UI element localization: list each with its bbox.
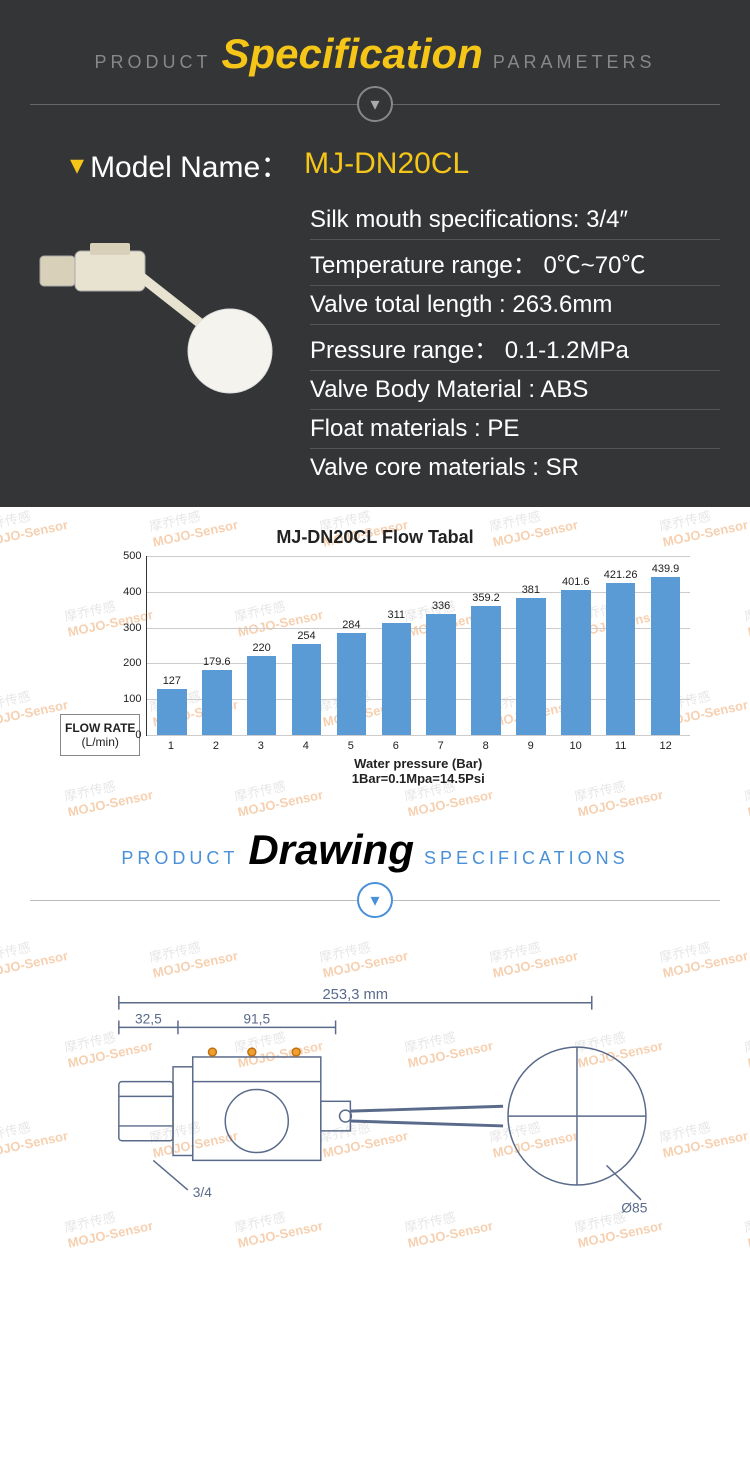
- spec-item: Temperature range： 0℃~70℃: [310, 240, 720, 286]
- spec-item: Valve Body Material : ABS: [310, 371, 720, 410]
- model-value: MJ-DN20CL: [304, 147, 469, 181]
- spec-item: Float materials : PE: [310, 410, 720, 449]
- title-left: PRODUCT: [121, 848, 238, 869]
- chevron-down-icon: ▾: [70, 148, 84, 181]
- dim-ball: Ø85: [621, 1201, 647, 1216]
- dim-total: 253,3 mm: [322, 988, 388, 1003]
- drawing-section: 253,3 mm 32,5 91,5: [0, 938, 750, 1299]
- spec-list: Silk mouth specifications: 3/4″ Temperat…: [310, 201, 720, 487]
- model-label: Model Name：: [90, 142, 290, 186]
- title-center: Drawing: [248, 826, 414, 874]
- dim-thread: 3/4: [193, 1185, 212, 1200]
- dim-b: 91,5: [243, 1011, 270, 1026]
- x-axis-label: Water pressure (Bar) 1Bar=0.1Mpa=14.5Psi: [146, 756, 690, 786]
- title-right: SPECIFICATIONS: [424, 848, 629, 869]
- flow-chart-section: MJ-DN20CL Flow Tabal FLOW RATE (L/min) 0…: [0, 507, 750, 816]
- spec-item: Valve total length : 263.6mm: [310, 286, 720, 325]
- dim-a: 32,5: [135, 1011, 162, 1026]
- model-row: ▾ Model Name： MJ-DN20CL: [70, 142, 720, 186]
- technical-drawing: 253,3 mm 32,5 91,5: [40, 988, 710, 1234]
- spec-item: Valve core materials : SR: [310, 449, 720, 487]
- chevron-down-icon: ▾: [357, 882, 393, 918]
- spec-item: Pressure range： 0.1-1.2MPa: [310, 325, 720, 371]
- divider: ▾: [30, 86, 720, 122]
- title-center: Specification: [221, 30, 482, 78]
- specification-section: PRODUCT Specification PARAMETERS ▾ ▾ Mod…: [0, 0, 750, 507]
- chevron-down-icon: ▾: [357, 86, 393, 122]
- title-right: PARAMETERS: [493, 52, 656, 73]
- title-left: PRODUCT: [94, 52, 211, 73]
- spec-item: Silk mouth specifications: 3/4″: [310, 201, 720, 240]
- x-axis-ticks: 123456789101112: [146, 736, 690, 752]
- spec-title-row: PRODUCT Specification PARAMETERS: [30, 30, 720, 78]
- chart-plot: 0100200300400500127179.62202542843113363…: [146, 556, 690, 736]
- chart-title: MJ-DN20CL Flow Tabal: [60, 527, 690, 548]
- drawing-header: PRODUCT Drawing SPECIFICATIONS ▾: [0, 816, 750, 918]
- product-illustration: [30, 201, 290, 401]
